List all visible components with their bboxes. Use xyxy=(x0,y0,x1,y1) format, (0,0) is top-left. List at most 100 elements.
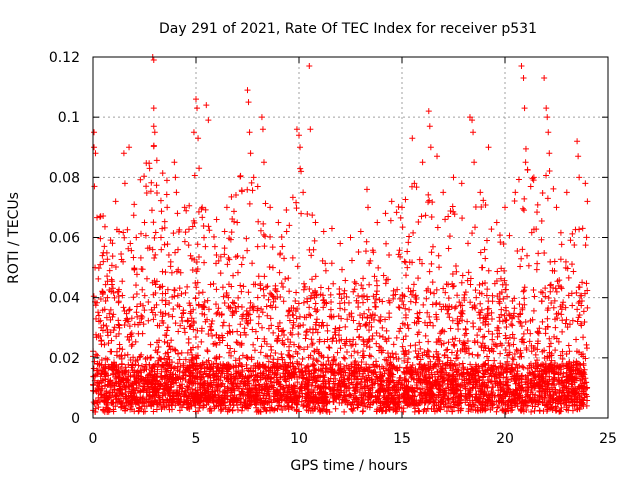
data-point xyxy=(217,270,224,277)
data-point xyxy=(399,297,406,304)
data-point xyxy=(161,241,168,248)
data-point xyxy=(518,323,525,330)
data-point xyxy=(125,307,132,314)
chart-title: Day 291 of 2021, Rate Of TEC Index for r… xyxy=(159,21,537,37)
data-point xyxy=(130,294,137,301)
data-point xyxy=(309,212,316,219)
data-point xyxy=(351,348,358,355)
data-point xyxy=(546,168,553,175)
data-point xyxy=(269,244,276,251)
data-point xyxy=(194,241,201,248)
data-point xyxy=(497,239,504,246)
data-point xyxy=(238,407,245,414)
data-point xyxy=(482,255,489,262)
data-point xyxy=(141,173,148,180)
data-point xyxy=(368,353,375,360)
data-point xyxy=(520,364,527,371)
data-point xyxy=(424,405,431,412)
data-point xyxy=(192,295,199,302)
data-point xyxy=(361,310,368,317)
data-point xyxy=(446,233,453,240)
data-point xyxy=(215,305,222,312)
data-point xyxy=(294,379,301,386)
data-point xyxy=(206,227,213,234)
data-point xyxy=(121,321,128,328)
data-point xyxy=(582,242,589,249)
data-point xyxy=(264,283,271,290)
data-point xyxy=(376,296,383,303)
data-point xyxy=(101,223,108,230)
data-point xyxy=(419,352,426,359)
data-point xyxy=(373,340,380,347)
data-point xyxy=(312,300,319,307)
data-point xyxy=(322,267,329,274)
data-point xyxy=(445,245,452,252)
data-point xyxy=(254,294,261,301)
data-point xyxy=(488,372,495,379)
data-point xyxy=(238,261,245,268)
data-point xyxy=(99,288,106,295)
data-point xyxy=(420,301,427,308)
data-point xyxy=(485,321,492,328)
data-point xyxy=(243,235,250,242)
data-point xyxy=(143,160,150,167)
data-point xyxy=(386,299,393,306)
data-point xyxy=(365,306,372,313)
data-point xyxy=(534,209,541,216)
data-point xyxy=(113,226,120,233)
data-point xyxy=(488,316,495,323)
data-point xyxy=(402,259,409,266)
data-point xyxy=(511,305,518,312)
data-point xyxy=(261,243,268,250)
data-point xyxy=(462,325,469,332)
data-point xyxy=(429,301,436,308)
data-point xyxy=(211,243,218,250)
data-point xyxy=(297,165,304,172)
data-point xyxy=(328,299,335,306)
data-point xyxy=(263,303,270,310)
data-point xyxy=(538,217,545,224)
data-point xyxy=(199,214,206,221)
data-point xyxy=(221,251,228,258)
data-point xyxy=(314,307,321,314)
data-point xyxy=(146,165,153,172)
data-point xyxy=(343,349,350,356)
data-point xyxy=(528,229,535,236)
data-point xyxy=(459,360,466,367)
data-point xyxy=(302,335,309,342)
data-point xyxy=(334,349,341,356)
data-point xyxy=(314,358,321,365)
data-point xyxy=(281,255,288,262)
data-point xyxy=(191,172,198,179)
data-point xyxy=(165,252,172,259)
data-point xyxy=(227,345,234,352)
data-point xyxy=(291,341,298,348)
data-point xyxy=(457,347,464,354)
data-point xyxy=(352,280,359,287)
data-point xyxy=(464,318,471,325)
data-point xyxy=(157,197,164,204)
data-point xyxy=(237,321,244,328)
data-point xyxy=(425,338,432,345)
data-point xyxy=(483,292,490,299)
data-point xyxy=(477,249,484,256)
data-point xyxy=(454,354,461,361)
data-point xyxy=(266,392,273,399)
data-point xyxy=(201,259,208,266)
data-point xyxy=(427,384,434,391)
data-point xyxy=(488,226,495,233)
data-point xyxy=(298,398,305,405)
data-point xyxy=(330,280,337,287)
data-point xyxy=(133,309,140,316)
data-point xyxy=(479,264,486,271)
data-point xyxy=(124,351,131,358)
data-point xyxy=(147,341,154,348)
data-point xyxy=(255,218,262,225)
data-point xyxy=(204,348,211,355)
data-point xyxy=(199,310,206,317)
data-point xyxy=(525,262,532,269)
data-point xyxy=(366,344,373,351)
data-point xyxy=(477,326,484,333)
data-point xyxy=(343,362,350,369)
data-point xyxy=(286,317,293,324)
